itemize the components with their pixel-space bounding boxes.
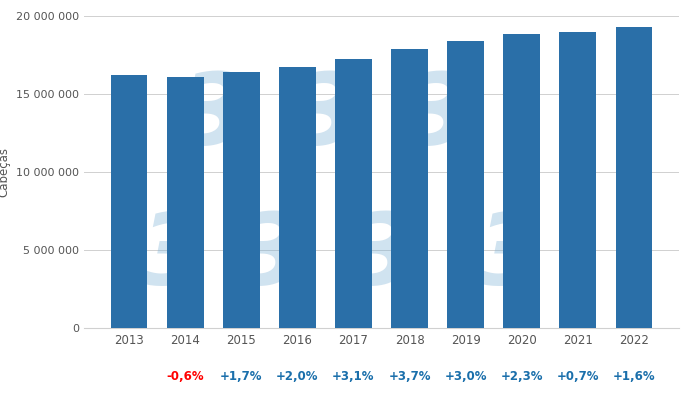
Text: 3: 3 xyxy=(346,209,416,306)
Text: +2,0%: +2,0% xyxy=(276,370,318,383)
Text: +3,7%: +3,7% xyxy=(389,370,430,383)
Text: 3: 3 xyxy=(475,209,545,306)
Text: +3,1%: +3,1% xyxy=(332,370,375,383)
Bar xyxy=(111,75,148,328)
Bar xyxy=(167,77,204,328)
Bar xyxy=(447,41,484,328)
Text: +1,6%: +1,6% xyxy=(612,370,655,383)
Text: +0,7%: +0,7% xyxy=(556,370,599,383)
Text: -0,6%: -0,6% xyxy=(167,370,204,383)
Bar xyxy=(559,32,596,328)
Text: 3: 3 xyxy=(139,209,209,306)
Bar xyxy=(335,59,372,328)
Y-axis label: Cabeças: Cabeças xyxy=(0,147,10,197)
Text: +1,7%: +1,7% xyxy=(220,370,262,383)
Text: 3: 3 xyxy=(178,69,248,166)
Text: 3: 3 xyxy=(290,69,360,166)
Bar xyxy=(615,27,652,328)
Bar xyxy=(279,67,316,328)
Bar xyxy=(391,49,428,328)
Text: 3: 3 xyxy=(234,209,304,306)
Bar xyxy=(223,72,260,328)
Text: +3,0%: +3,0% xyxy=(444,370,486,383)
Text: 3: 3 xyxy=(402,69,472,166)
Text: +2,3%: +2,3% xyxy=(500,370,543,383)
Bar xyxy=(503,34,540,328)
